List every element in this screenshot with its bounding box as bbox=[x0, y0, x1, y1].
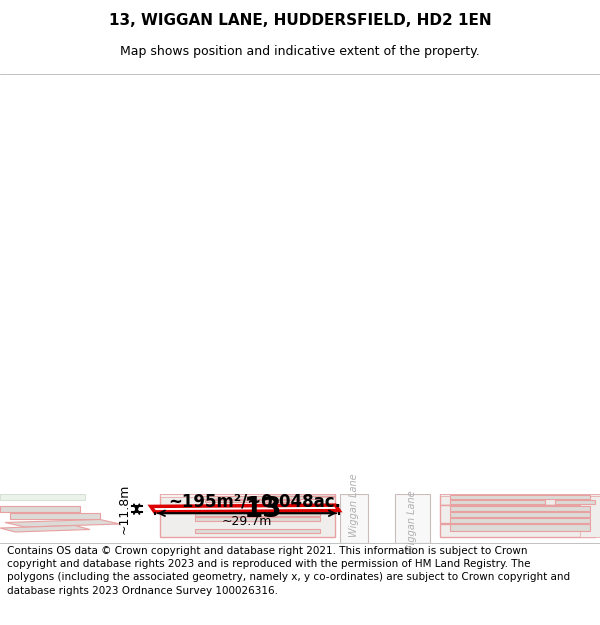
Text: 13: 13 bbox=[244, 495, 283, 522]
Text: ~11.8m: ~11.8m bbox=[118, 484, 131, 534]
Polygon shape bbox=[151, 505, 339, 512]
Text: Map shows position and indicative extent of the property.: Map shows position and indicative extent… bbox=[120, 45, 480, 58]
Polygon shape bbox=[440, 494, 600, 496]
Polygon shape bbox=[270, 494, 335, 496]
Polygon shape bbox=[0, 526, 90, 532]
Polygon shape bbox=[195, 496, 320, 499]
Polygon shape bbox=[555, 499, 595, 504]
Polygon shape bbox=[450, 499, 545, 504]
Polygon shape bbox=[205, 500, 300, 502]
Polygon shape bbox=[440, 524, 595, 537]
Polygon shape bbox=[450, 518, 590, 522]
Polygon shape bbox=[440, 505, 595, 523]
Text: Wiggan Lane: Wiggan Lane bbox=[407, 491, 417, 554]
Polygon shape bbox=[160, 494, 335, 537]
Polygon shape bbox=[450, 512, 590, 517]
Text: Contains OS data © Crown copyright and database right 2021. This information is : Contains OS data © Crown copyright and d… bbox=[7, 546, 571, 596]
Polygon shape bbox=[10, 512, 100, 519]
Text: ~29.7m: ~29.7m bbox=[222, 514, 272, 528]
Text: Wiggan Lane: Wiggan Lane bbox=[349, 474, 359, 538]
Polygon shape bbox=[450, 495, 590, 499]
Text: 13, WIGGAN LANE, HUDDERSFIELD, HD2 1EN: 13, WIGGAN LANE, HUDDERSFIELD, HD2 1EN bbox=[109, 13, 491, 28]
Polygon shape bbox=[0, 494, 85, 499]
Polygon shape bbox=[440, 494, 595, 504]
Polygon shape bbox=[160, 494, 335, 496]
Polygon shape bbox=[195, 512, 320, 516]
Text: ~195m²/~0.048ac.: ~195m²/~0.048ac. bbox=[168, 492, 341, 511]
Polygon shape bbox=[340, 494, 368, 542]
Polygon shape bbox=[395, 494, 430, 542]
Polygon shape bbox=[580, 494, 600, 537]
Polygon shape bbox=[450, 524, 590, 531]
Polygon shape bbox=[0, 506, 80, 511]
Polygon shape bbox=[195, 516, 320, 521]
Polygon shape bbox=[5, 519, 120, 527]
Polygon shape bbox=[450, 506, 590, 511]
Polygon shape bbox=[195, 529, 320, 532]
